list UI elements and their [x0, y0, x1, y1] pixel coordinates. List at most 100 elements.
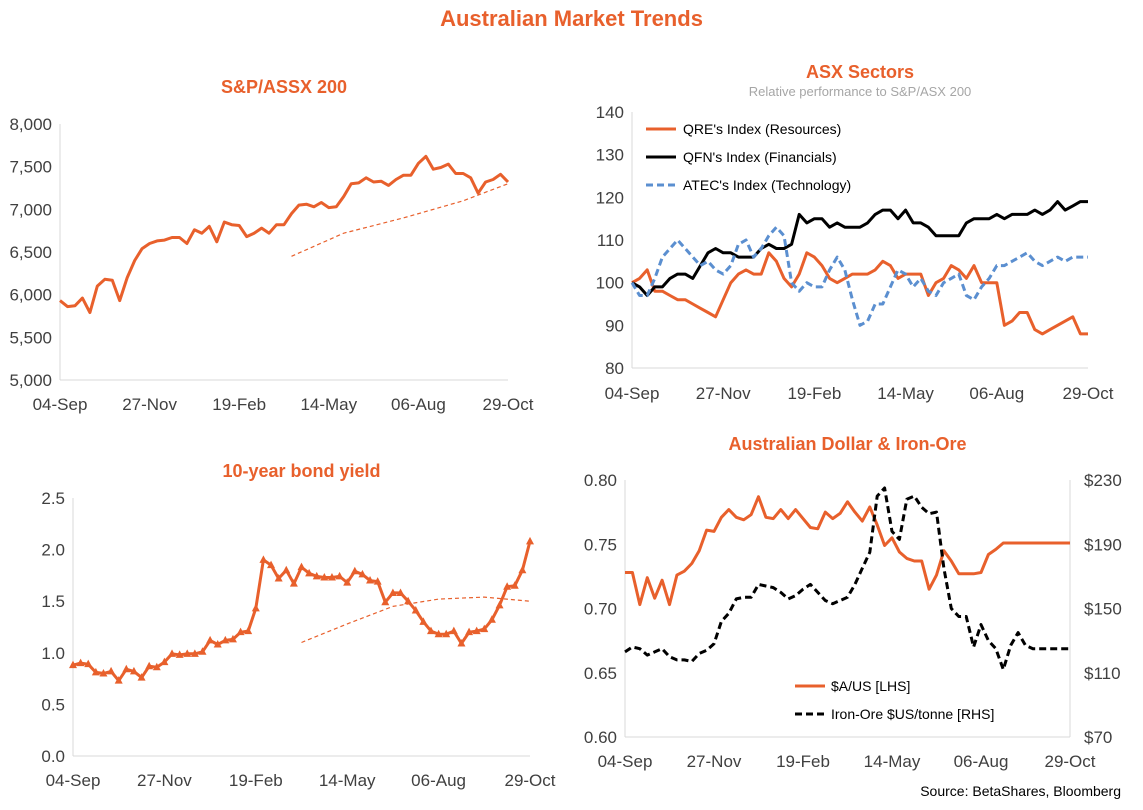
- panel-3-data-point: [343, 578, 352, 586]
- panel-3-data-point: [175, 650, 184, 658]
- panel-3-data-point: [442, 629, 451, 638]
- panel-2-title: ASX Sectors: [806, 62, 914, 82]
- panel-3-y-tick: 2.5: [41, 489, 65, 508]
- panel-2-legend-label: QRE's Index (Resources): [683, 121, 841, 137]
- panel-2-y-tick: 140: [596, 103, 624, 122]
- panel-3-data-point: [480, 624, 489, 633]
- panel-3-data-point: [510, 581, 519, 589]
- panel-3-title: 10-year bond yield: [222, 461, 380, 481]
- panel-4-y-tick: 0.60: [584, 728, 617, 747]
- panel-4-y-tick: 0.75: [584, 535, 617, 554]
- panel-3-data-point: [190, 649, 199, 657]
- panel-4-y-tick: 0.65: [584, 664, 617, 683]
- panel-3-data-point: [465, 627, 474, 636]
- panel-1-y-tick: 7,000: [9, 200, 52, 219]
- panel-3-data-point: [411, 605, 420, 614]
- panel-3-data-point: [487, 615, 496, 623]
- panel-3-data-point: [305, 568, 314, 577]
- panel-1-x-tick: 29-Oct: [482, 395, 533, 414]
- panel-3-y-tick: 2.0: [41, 541, 65, 560]
- panel-4-title: Australian Dollar & Iron-Ore: [728, 434, 966, 454]
- panel-3-data-point: [495, 600, 504, 609]
- panel-3-data-point: [160, 657, 169, 666]
- panel-2-x-tick: 06-Aug: [969, 384, 1024, 403]
- panel-4-legend-label: Iron-Ore $US/tonne [RHS]: [831, 706, 994, 722]
- panel-3-x-tick: 06-Aug: [411, 771, 466, 790]
- panel-3-data-point: [335, 571, 344, 580]
- panel-3-data-point: [251, 603, 260, 612]
- panel-3-data-point: [327, 572, 336, 581]
- panel-3-data-point: [388, 588, 397, 596]
- panel-3-data-point: [213, 640, 222, 648]
- panel-4-series-iron-ore-us-tonne-rhs: [624, 486, 1070, 671]
- panel-4-y-tick-right: $70: [1084, 728, 1112, 747]
- panel-4-x-tick: 19-Feb: [776, 752, 830, 771]
- panel-2-legend-label: QFN's Index (Financials): [683, 149, 837, 165]
- panel-4-y-tick-right: $190: [1084, 535, 1122, 554]
- panel-1-y-tick: 7,500: [9, 158, 52, 177]
- panel-2-x-tick: 04-Sep: [605, 384, 660, 403]
- panel-4-x-tick: 14-May: [864, 752, 921, 771]
- panel-2-y-tick: 110: [597, 231, 624, 250]
- panel-3-data-point: [289, 579, 298, 587]
- panel-3-data-point: [145, 661, 154, 670]
- panel-3-data-point: [129, 666, 138, 675]
- panel-3-data-point: [526, 536, 534, 545]
- panel-4-y-tick-right: $230: [1084, 471, 1122, 490]
- panel-1-y-tick: 6,000: [9, 286, 52, 305]
- panel-3-data-point: [99, 668, 108, 677]
- panel-1-series-trend: [291, 183, 509, 257]
- panel-3-y-tick: 0.5: [41, 695, 65, 714]
- panel-2-y-tick: 90: [605, 316, 624, 335]
- panel-2-series-qre-s-index-resources: [631, 251, 1088, 336]
- panel-3-data-point: [366, 576, 375, 584]
- panel-3-data-point: [396, 588, 405, 596]
- panel-3-data-point: [472, 626, 481, 635]
- panel-2-series-atec-s-index-technology: [630, 225, 1088, 327]
- panel-3-data-point: [297, 562, 306, 571]
- panel-2-x-tick: 19-Feb: [787, 384, 841, 403]
- panel-3-data-point: [122, 664, 131, 673]
- panel-1-series-line: [59, 154, 510, 315]
- page-title: Australian Market Trends: [440, 6, 703, 31]
- panel-3-data-point: [76, 658, 85, 667]
- panel-3-data-point: [518, 565, 527, 574]
- panel-3-data-point: [503, 582, 512, 590]
- panel-3-data-point: [373, 577, 382, 585]
- panel-2-x-tick: 27-Nov: [696, 384, 751, 403]
- panel-4-x-tick: 29-Oct: [1044, 752, 1095, 771]
- panel-3-data-point: [91, 667, 100, 676]
- panel-3-series-line: [72, 540, 532, 683]
- panel-3-data-point: [206, 635, 215, 644]
- panel-2-y-tick: 80: [605, 359, 624, 378]
- panel-3-x-tick: 04-Sep: [46, 771, 101, 790]
- panel-3-data-point: [419, 617, 428, 625]
- panel-3-data-point: [183, 649, 192, 657]
- panel-1-y-tick: 5,000: [9, 371, 52, 390]
- panel-3-data-point: [221, 635, 230, 644]
- panel-1-x-tick: 06-Aug: [391, 395, 446, 414]
- panel-3-y-tick: 0.0: [41, 747, 65, 766]
- panel-2-y-tick: 130: [596, 146, 624, 165]
- panel-3-data-point: [152, 662, 161, 671]
- panel-1-y-tick: 6,500: [9, 243, 52, 262]
- panel-3-data-point: [168, 649, 177, 657]
- panel-1-x-tick: 14-May: [300, 395, 357, 414]
- panel-2-y-tick: 100: [596, 274, 624, 293]
- panel-2-legend-label: ATEC's Index (Technology): [683, 177, 851, 193]
- panel-1-x-tick: 27-Nov: [122, 395, 177, 414]
- panel-3-x-tick: 19-Feb: [229, 771, 283, 790]
- panel-3-data-point: [457, 639, 466, 647]
- panel-3-data-point: [114, 676, 123, 684]
- panel-3-data-point: [358, 569, 367, 578]
- panel-3-y-tick: 1.5: [41, 592, 65, 611]
- panel-1-title: S&P/ASSX 200: [221, 77, 347, 97]
- panel-2-subtitle: Relative performance to S&P/ASX 200: [749, 84, 972, 99]
- panel-1-x-tick: 19-Feb: [212, 395, 266, 414]
- panel-2-x-tick: 29-Oct: [1062, 384, 1113, 403]
- panel-1-x-tick: 04-Sep: [33, 395, 88, 414]
- panel-3-data-point: [320, 572, 329, 581]
- panel-4-x-tick: 04-Sep: [598, 752, 653, 771]
- panel-1-y-tick: 5,500: [9, 328, 52, 347]
